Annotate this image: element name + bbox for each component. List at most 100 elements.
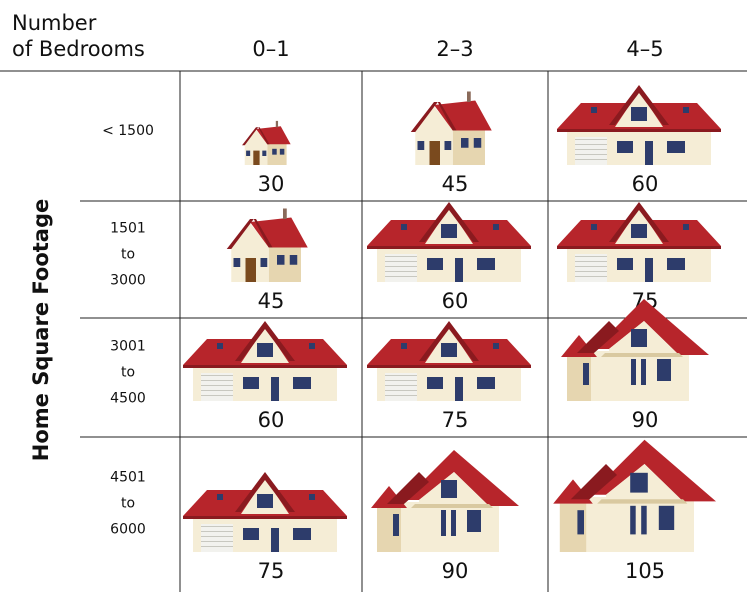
house-part (591, 224, 597, 230)
house-part (271, 528, 279, 552)
house-icon (371, 450, 519, 552)
corner-header: Number (12, 11, 97, 35)
house-part (246, 151, 250, 156)
house-part (641, 359, 646, 385)
house-icon (561, 299, 709, 401)
house-part (217, 494, 223, 500)
house-icon (411, 92, 492, 166)
row-label: 3001 (110, 339, 146, 355)
house-part (575, 266, 607, 267)
house-part (385, 266, 417, 267)
column-header: 4–5 (626, 37, 663, 61)
house-icon (227, 209, 308, 283)
row-label: 3000 (110, 273, 146, 289)
cell-value: 45 (442, 172, 469, 196)
house-icon (557, 202, 721, 282)
house-part (427, 258, 443, 270)
house-part (253, 151, 259, 165)
house-part (385, 254, 417, 282)
cell-value: 90 (442, 559, 469, 583)
cell-value: 60 (632, 172, 659, 196)
house-icon (553, 440, 716, 552)
house-part (293, 377, 311, 389)
house-part (293, 528, 311, 540)
house-part (617, 141, 633, 153)
house-part (261, 258, 268, 267)
house-part (385, 380, 417, 381)
house-part (201, 546, 233, 547)
house-part (243, 377, 259, 389)
house-part (445, 141, 452, 150)
house-part (201, 395, 233, 396)
house-part (493, 343, 499, 349)
house-part (401, 343, 407, 349)
cell-value: 30 (258, 172, 285, 196)
house-part (276, 121, 278, 127)
house-part (630, 506, 636, 535)
house-part (455, 377, 463, 401)
house-part (277, 255, 285, 265)
house-part (201, 524, 233, 552)
row-label: 4500 (110, 391, 146, 407)
house-part (411, 504, 493, 508)
table-figure: Number of Bedrooms Home Square Footage 0… (0, 0, 747, 592)
house-part (575, 159, 607, 160)
house-part (367, 365, 531, 368)
house-part (631, 107, 647, 121)
house-part (575, 271, 607, 272)
house-part (309, 343, 315, 349)
house-icon (242, 121, 291, 165)
house-part (474, 138, 482, 148)
house-part (385, 256, 417, 257)
house-part (367, 246, 531, 249)
house-part (630, 473, 648, 493)
house-part (309, 494, 315, 500)
house-part (575, 149, 607, 150)
house-part (631, 329, 647, 347)
house-icon (183, 472, 347, 552)
house-part (385, 373, 417, 401)
house-part (575, 261, 607, 262)
house-part (418, 141, 425, 150)
house-part (280, 149, 285, 155)
house-part (583, 363, 589, 385)
cell-value: 90 (632, 408, 659, 432)
house-part (683, 107, 689, 113)
house-part (401, 224, 407, 230)
house-part (234, 258, 241, 267)
cell-value: 60 (258, 408, 285, 432)
house-icon (557, 85, 721, 165)
house-part (201, 375, 233, 376)
house-part (385, 271, 417, 272)
house-part (493, 224, 499, 230)
column-header: 2–3 (436, 37, 473, 61)
house-part (243, 528, 259, 540)
house-icon (183, 321, 347, 401)
cell-value: 105 (625, 559, 665, 583)
house-part (467, 510, 481, 532)
house-part (645, 141, 653, 165)
house-part (557, 246, 721, 249)
house-icon (367, 321, 531, 401)
house-icon (367, 202, 531, 282)
house-part (290, 255, 298, 265)
house-part (201, 380, 233, 381)
cell-value: 45 (258, 289, 285, 313)
cell-value: 75 (442, 408, 469, 432)
house-part (385, 390, 417, 391)
house-part (557, 129, 721, 132)
house-part (201, 390, 233, 391)
house-part (477, 377, 495, 389)
row-label: 6000 (110, 522, 146, 538)
house-part (455, 258, 463, 282)
house-part (451, 510, 456, 536)
house-part (201, 536, 233, 537)
corner-header: of Bedrooms (12, 37, 145, 61)
house-part (467, 92, 471, 103)
row-label: to (121, 496, 135, 512)
house-part (201, 373, 233, 401)
row-label: to (121, 365, 135, 381)
house-part (257, 343, 273, 357)
house-part (246, 258, 257, 282)
house-part (217, 343, 223, 349)
